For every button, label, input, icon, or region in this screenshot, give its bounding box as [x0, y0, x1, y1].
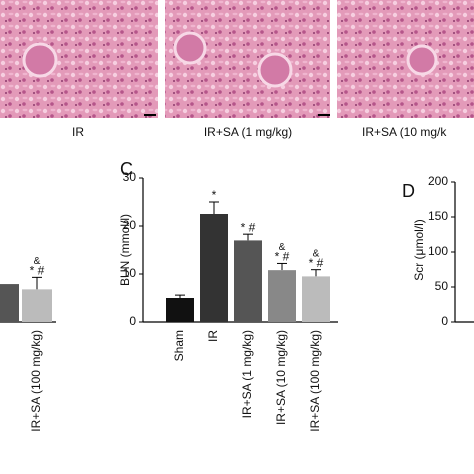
panel-letter: C: [120, 159, 133, 179]
x-tick-label: IR+SA (10 mg/kg): [274, 330, 288, 425]
histology-image: [337, 0, 474, 118]
glomerulus: [406, 44, 438, 76]
x-tick-label: IR+SA (100 mg/kg): [308, 330, 322, 432]
bar: [200, 214, 228, 322]
glomerulus: [173, 31, 207, 65]
y-tick-label: 50: [435, 279, 449, 293]
bar: [0, 284, 19, 322]
x-tick-label: Sham: [172, 330, 186, 361]
bar: [166, 298, 194, 322]
image-label: IR+SA (1 mg/kg): [204, 125, 292, 139]
y-axis-label: BUN (mmol/l): [118, 214, 132, 286]
y-tick-label: 30: [123, 170, 137, 184]
significance-mark: &: [313, 248, 320, 259]
chart: 0 10 20 30C BUN (mmol/l) Sham * IR * # IR+SA (1 m…: [118, 159, 338, 432]
x-tick-label: IR: [206, 330, 220, 342]
y-tick-label: 0: [441, 314, 448, 328]
bar: [234, 240, 262, 322]
x-tick-label: IR+SA (100 mg/kg): [29, 330, 43, 432]
significance-mark: * #: [309, 256, 324, 270]
panel-letter: D: [402, 181, 415, 201]
x-tick-label: IR+SA (1 mg/kg): [240, 330, 254, 418]
glomerulus: [22, 42, 58, 78]
significance-mark: &: [279, 242, 286, 253]
bar: [268, 270, 296, 322]
glomerulus: [257, 52, 293, 88]
y-tick-label: 200: [428, 174, 448, 188]
chart: &* # IR+SA (100 mg/kg): [0, 256, 56, 432]
scale-bar: [318, 114, 330, 116]
significance-mark: *: [212, 188, 217, 202]
significance-mark: * #: [275, 250, 290, 264]
image-label: IR+SA (10 mg/k: [362, 125, 447, 139]
y-axis-label: Scr (μmol/l): [412, 219, 426, 281]
y-tick-label: 150: [428, 209, 448, 223]
significance-mark: &: [34, 256, 41, 267]
significance-mark: * #: [241, 220, 256, 234]
bar: [22, 289, 52, 322]
scale-bar: [144, 114, 156, 116]
image-label: IR: [72, 125, 84, 139]
y-tick-label: 10: [123, 266, 137, 280]
y-tick-label: 100: [428, 244, 448, 258]
histology-images: IR IR+SA (1 mg/kg) IR+SA (10 mg/k: [0, 0, 474, 139]
chart: 0 50 100 150 200 D Scr (μmol/l): [402, 174, 474, 328]
y-tick-label: 20: [123, 218, 137, 232]
y-tick-label: 0: [129, 314, 136, 328]
bar: [302, 276, 330, 322]
significance-mark: * #: [30, 264, 45, 278]
